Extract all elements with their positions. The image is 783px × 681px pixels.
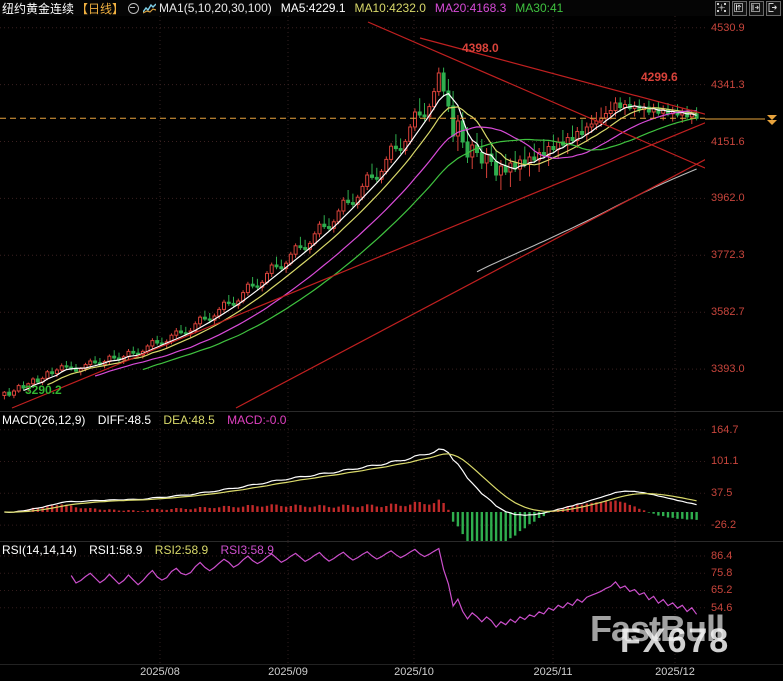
- watermark-site: FX678: [620, 622, 731, 660]
- recent-high-label: 4299.6: [641, 70, 678, 84]
- swing-low-label: 3290.2: [25, 383, 62, 397]
- current-price-marker: [705, 112, 783, 126]
- macd-scale-label: 37.5: [711, 487, 733, 499]
- time-axis-label: 2025/09: [268, 666, 308, 678]
- time-axis-label: 2025/08: [140, 666, 180, 678]
- rsi-legend: RSI(14,14,14) RSI1:58.9 RSI2:58.9 RSI3:5…: [2, 543, 274, 557]
- swing-high-label: 4398.0: [462, 41, 499, 55]
- ma30-value: MA30:41: [515, 1, 564, 15]
- scale-left-icon[interactable]: [732, 1, 747, 16]
- price-scale-label: 3393.0: [711, 363, 745, 375]
- rsi-scale-label: 54.6: [711, 602, 733, 614]
- rsi-pane[interactable]: [0, 542, 705, 664]
- macd-hist-value: MACD:-0.0: [227, 413, 287, 427]
- macd-scale-label: -26.2: [711, 519, 737, 531]
- price-scale-label: 3582.7: [711, 306, 745, 318]
- period-label: 【日线】: [76, 1, 125, 16]
- rsi-scale-label: 86.4: [711, 550, 733, 562]
- ma-parameters-label: MA1(5,10,20,30,100): [159, 1, 272, 15]
- macd-legend: MACD(26,12,9) DIFF:48.5 DEA:48.5 MACD:-0…: [2, 413, 286, 427]
- rsi3-value: RSI3:58.9: [220, 543, 274, 557]
- chart-legend-header: 纽约黄金连续 【日线】 MA1(5,10,20,30,100) MA5:4229…: [0, 0, 783, 16]
- macd-chart-svg: [0, 412, 705, 542]
- scale-right-icon[interactable]: [749, 1, 764, 16]
- rsi-scale[interactable]: 86.4 75.8 65.2 54.6: [705, 542, 783, 664]
- price-scale-label: 4341.3: [711, 79, 745, 91]
- rsi-scale-label: 65.2: [711, 584, 733, 596]
- price-pane[interactable]: [0, 16, 705, 412]
- chart-toolbar: [715, 1, 781, 16]
- price-scale-label: 4151.6: [711, 136, 745, 148]
- watermark-brand: FastBull: [590, 608, 725, 649]
- macd-dea-value: DEA:48.5: [163, 413, 215, 427]
- collapse-icon[interactable]: [128, 2, 140, 14]
- macd-scale-label: 101.1: [711, 455, 739, 467]
- macd-pane[interactable]: [0, 412, 705, 542]
- price-scale-label: 3962.0: [711, 192, 745, 204]
- rsi-scale-label: 75.8: [711, 567, 733, 579]
- rsi-chart-svg: [0, 542, 705, 664]
- time-axis[interactable]: 2025/08 2025/09 2025/10 2025/11 2025/12: [0, 664, 783, 681]
- rsi1-value: RSI1:58.9: [89, 543, 143, 557]
- price-scale[interactable]: 4530.9 4341.3 4151.6 3962.0 3772.3 3582.7 3393…: [705, 16, 783, 412]
- price-scale-label: 3772.3: [711, 249, 745, 261]
- ma10-value: MA10:4232.0: [354, 1, 426, 15]
- macd-scale-label: 164.7: [711, 424, 739, 436]
- ma5-value: MA5:4229.1: [280, 1, 346, 15]
- macd-title: MACD(26,12,9): [2, 413, 86, 427]
- price-scale-label: 4530.9: [711, 22, 745, 34]
- time-axis-label: 2025/12: [655, 666, 695, 678]
- time-axis-label: 2025/10: [394, 666, 434, 678]
- ma20-value: MA20:4168.3: [434, 1, 507, 15]
- indicator-thumb-icon: [142, 3, 157, 14]
- time-axis-label: 2025/11: [533, 666, 573, 678]
- export-icon[interactable]: [766, 1, 781, 16]
- macd-scale[interactable]: 164.7 101.1 37.5 -26.2: [705, 412, 783, 542]
- price-chart-svg: [0, 16, 705, 412]
- instrument-name: 纽约黄金连续: [2, 1, 75, 16]
- rsi-title: RSI(14,14,14): [2, 543, 77, 557]
- crosshair-move-icon[interactable]: [715, 1, 730, 16]
- macd-diff-value: DIFF:48.5: [97, 413, 152, 427]
- rsi2-value: RSI2:58.9: [154, 543, 209, 557]
